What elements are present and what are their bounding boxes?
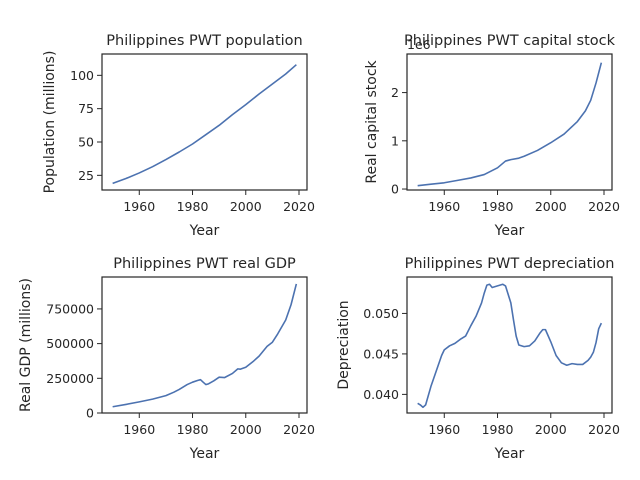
x-tick-label: 1960 bbox=[428, 422, 460, 437]
y-tick-label: 0.050 bbox=[363, 306, 399, 321]
x-tick-label: 1980 bbox=[177, 199, 209, 214]
x-tick-label: 1980 bbox=[177, 422, 209, 437]
y-tick-label: 750000 bbox=[46, 301, 94, 316]
y-tick-label: 250000 bbox=[46, 371, 94, 386]
x-tick-label: 2020 bbox=[283, 422, 315, 437]
y-tick-label: 2 bbox=[391, 85, 399, 100]
x-tick-label: 1960 bbox=[123, 199, 155, 214]
x-tick-label: 1960 bbox=[123, 422, 155, 437]
x-axis-label: Year bbox=[494, 446, 525, 462]
x-tick-label: 2000 bbox=[535, 422, 567, 437]
series-line bbox=[417, 62, 603, 187]
x-tick-label: 1960 bbox=[428, 199, 460, 214]
y-tick-label: 1 bbox=[391, 133, 399, 148]
series-line bbox=[112, 283, 298, 408]
x-tick-label: 2020 bbox=[283, 199, 315, 214]
y-tick-label: 0.040 bbox=[363, 387, 399, 402]
axes-frame bbox=[406, 276, 613, 414]
panel-population: 1960 1980 2000 2020 25 50 75 100 Philippines PWT… bbox=[42, 33, 315, 239]
y-axis-label: Real GDP (millions) bbox=[18, 278, 34, 412]
x-tick-label: 2020 bbox=[588, 199, 620, 214]
x-tick-label: 2000 bbox=[230, 422, 262, 437]
y-axis-label: Real capital stock bbox=[364, 59, 380, 183]
x-tick-label: 2000 bbox=[230, 199, 262, 214]
chart-title: Philippines PWT depreciation bbox=[405, 256, 615, 272]
x-axis-label: Year bbox=[189, 223, 220, 239]
chart-title: Philippines PWT real GDP bbox=[113, 256, 296, 272]
y-tick-label: 0 bbox=[86, 406, 94, 421]
x-tick-label: 1980 bbox=[482, 422, 514, 437]
x-tick-label: 1980 bbox=[482, 199, 514, 214]
panel-real-gdp: 1960 1980 2000 2020 0 250000 500000 750000 Phili… bbox=[18, 256, 315, 462]
chart-title: Philippines PWT capital stock bbox=[404, 33, 616, 49]
series-line bbox=[417, 283, 603, 409]
x-axis-label: Year bbox=[494, 223, 525, 239]
x-tick-label: 2000 bbox=[535, 199, 567, 214]
y-tick-label: 25 bbox=[78, 168, 94, 183]
x-tick-label: 2020 bbox=[588, 422, 620, 437]
y-tick-label: 100 bbox=[70, 68, 94, 83]
axes-frame bbox=[406, 53, 613, 191]
y-offset-label: 1e6 bbox=[407, 37, 431, 52]
y-axis-label: Population (millions) bbox=[42, 51, 58, 194]
panel-depreciation: 1960 1980 2000 2020 0.040 0.045 0.050 Philippin… bbox=[336, 256, 620, 462]
y-tick-label: 500000 bbox=[46, 336, 94, 351]
x-axis-label: Year bbox=[189, 446, 220, 462]
y-tick-label: 0.045 bbox=[363, 346, 399, 361]
series-line bbox=[112, 64, 297, 185]
y-tick-label: 0 bbox=[391, 182, 399, 197]
y-tick-label: 75 bbox=[78, 101, 94, 116]
y-axis-label: Depreciation bbox=[336, 300, 352, 389]
axes-frame bbox=[101, 276, 308, 414]
chart-title: Philippines PWT population bbox=[106, 33, 302, 49]
y-tick-label: 50 bbox=[78, 135, 94, 150]
axes-frame bbox=[101, 53, 308, 191]
